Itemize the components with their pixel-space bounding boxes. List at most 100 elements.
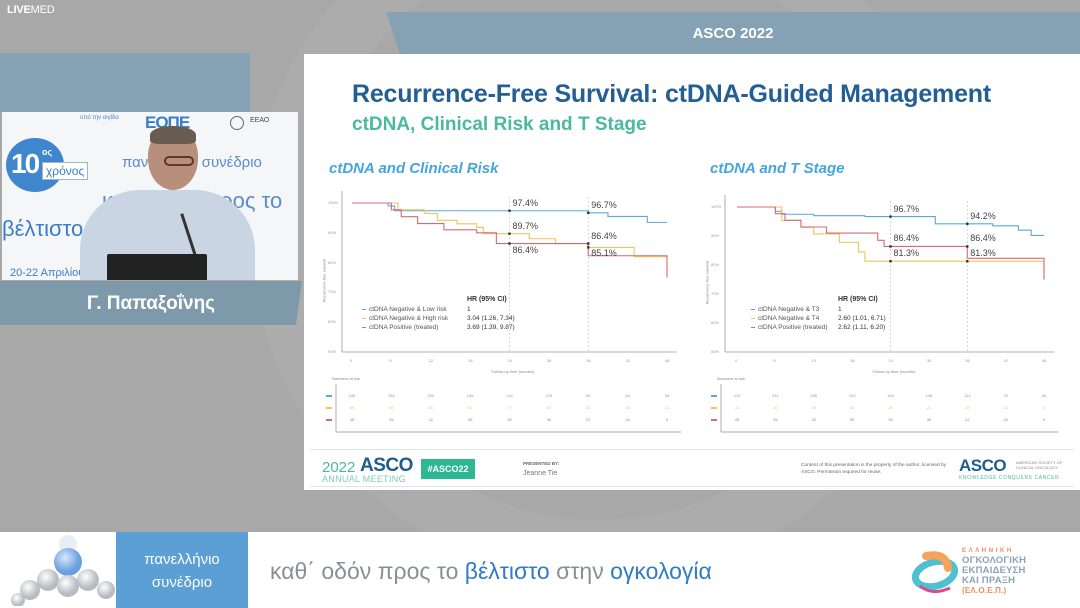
survival-annotation: 86.4% — [970, 233, 996, 244]
asco-society-logo: ASCO — [959, 456, 1007, 475]
at-risk-count: 150 — [427, 393, 435, 398]
km-plot-svg — [335, 191, 681, 433]
at-risk-count: 42 — [428, 417, 433, 422]
x-tick-label: 6 — [773, 358, 776, 363]
y-tick-label: 50% — [328, 349, 337, 354]
legend-item: ctDNA Negative & Low risk — [362, 306, 447, 313]
hazard-ratio-value: 3.04 (1.26, 7.34) — [467, 315, 515, 322]
anniversary-suffix: ος — [42, 147, 53, 157]
at-risk-count: 16 — [625, 417, 630, 422]
presented-by-label: PRESENTED BY: — [523, 461, 560, 466]
survival-annotation: 85.1% — [591, 248, 617, 259]
eloep-logo-icon — [912, 551, 958, 593]
y-tick-label: 70% — [711, 291, 720, 296]
x-tick-label: 24 — [888, 358, 893, 363]
slide-subtitle: ctDNA, Clinical Risk and T Stage — [352, 114, 647, 135]
presenter-name: Jeanne Tie — [523, 470, 558, 477]
y-tick-label: 80% — [711, 262, 720, 267]
x-tick-label: 36 — [586, 358, 591, 363]
conference-label-line1: πανελλήνιο — [144, 551, 220, 568]
numbers-at-risk-label: Numbers at risk — [332, 376, 361, 381]
x-tick-label: 36 — [965, 358, 970, 363]
at-risk-count: 45 — [349, 417, 355, 422]
at-risk-count: 203 — [848, 393, 856, 398]
legend-item: ctDNA Positive (treated) — [751, 324, 827, 331]
x-tick-label: 18 — [468, 358, 473, 363]
legend-swatch — [751, 326, 755, 328]
tagline-part-1: καθ΄ οδόν προς το — [270, 558, 465, 584]
presentation-slide: Recurrence-Free Survival: ctDNA-Guided M… — [304, 54, 1080, 490]
legend-item: ctDNA Negative & High risk — [362, 315, 448, 322]
at-risk-count: 21 — [926, 405, 932, 410]
at-risk-count: 148 — [925, 393, 933, 398]
x-tick-label: 24 — [507, 358, 512, 363]
event-banner: ASCO 2022 — [386, 12, 1080, 54]
event-banner-title: ASCO 2022 — [692, 25, 774, 42]
at-risk-count: 61 — [467, 405, 473, 410]
footer-divider-bottom — [310, 486, 1074, 487]
at-risk-count: 90 — [586, 393, 591, 398]
anniversary-word: χρόνος — [42, 162, 89, 180]
at-risk-count: 22 — [586, 417, 591, 422]
survival-annotation: 81.3% — [893, 248, 920, 259]
legend-swatch — [362, 317, 366, 319]
x-tick-label: 12 — [811, 358, 817, 363]
at-risk-count: 36 — [546, 417, 552, 422]
livemed-logo-bold: LIVE — [7, 4, 31, 16]
y-tick-label: 50% — [711, 349, 720, 354]
at-risk-count: 5 — [1042, 405, 1046, 410]
survival-annotation: 97.4% — [512, 197, 539, 208]
at-risk-count: 13 — [1003, 405, 1008, 410]
risk-row-swatch — [711, 395, 717, 397]
speaker-video: υπό την αιγίδα ΕΟΠΕ ΕΕΑΟ 10 ος χρόνος πα… — [2, 112, 298, 280]
speaker-hair — [150, 126, 196, 144]
survival-annotation: 81.3% — [970, 248, 996, 259]
at-risk-count: 46 — [1041, 393, 1047, 398]
eloep-abbr: (ΕΛ.Ο.Ε.Π.) — [962, 586, 1007, 595]
at-risk-count: 76 — [1003, 393, 1008, 398]
risk-row-swatch — [326, 395, 332, 397]
x-axis-title: Follow-up time (months) — [872, 369, 916, 374]
speaker-glasses — [164, 156, 194, 166]
risk-row-swatch — [711, 407, 717, 409]
hazard-ratio-value: 3.69 (1.39, 9.87) — [467, 324, 515, 331]
slide-title: Recurrence-Free Survival: ctDNA-Guided M… — [352, 80, 991, 108]
survival-annotation: 94.2% — [970, 210, 996, 221]
at-risk-count: 22 — [965, 417, 970, 422]
at-risk-count: 19 — [965, 405, 970, 410]
legend-item: ctDNA Positive (treated) — [362, 324, 438, 331]
survival-annotation: 89.7% — [512, 220, 539, 231]
eloep-top-line: ΕΛΛΗΝΙΚΗ — [962, 548, 1014, 554]
x-tick-label: 42 — [1003, 358, 1009, 363]
at-risk-count: 42 — [811, 417, 816, 422]
at-risk-count: 77 — [507, 405, 512, 410]
legend-swatch — [362, 308, 366, 310]
at-risk-count: 31 — [734, 405, 740, 410]
anniversary-number: 10 — [11, 148, 40, 179]
at-risk-count: 30 — [773, 405, 778, 410]
y-tick-label: 70% — [328, 289, 337, 295]
at-risk-count: 34 — [664, 393, 670, 398]
at-risk-count: 36 — [888, 417, 893, 422]
chart-title-clinical-risk: ctDNA and Clinical Risk — [329, 160, 499, 177]
x-tick-label: 48 — [1042, 358, 1047, 363]
at-risk-count: 41 — [586, 405, 591, 410]
x-tick-label: 0 — [350, 358, 353, 363]
eeao-logo: ΕΕΑΟ — [250, 117, 270, 124]
speaker-nameplate: Γ. Παπαξοΐνης — [0, 281, 302, 325]
at-risk-count: 69 — [389, 405, 394, 410]
livemed-logo-light: MED — [30, 4, 55, 16]
km-plot-svg — [720, 195, 1058, 433]
at-risk-count: 113 — [964, 393, 971, 398]
at-risk-count: 60 — [546, 405, 552, 410]
at-risk-count: 35 — [625, 405, 630, 410]
at-risk-count: 156 — [348, 393, 356, 398]
y-tick-label: 90% — [711, 233, 720, 238]
tagline-highlight-2: ογκολογία — [610, 558, 712, 584]
at-risk-count: 142 — [506, 393, 513, 398]
legend-item: ctDNA Negative & T4 — [751, 315, 819, 322]
asco-society-name: AMERICAN SOCIETY OF CLINICAL ONCOLOGY — [1016, 460, 1063, 470]
x-tick-label: 30 — [546, 358, 552, 363]
at-risk-count: 45 — [389, 417, 394, 422]
y-tick-label: 100% — [328, 200, 339, 205]
